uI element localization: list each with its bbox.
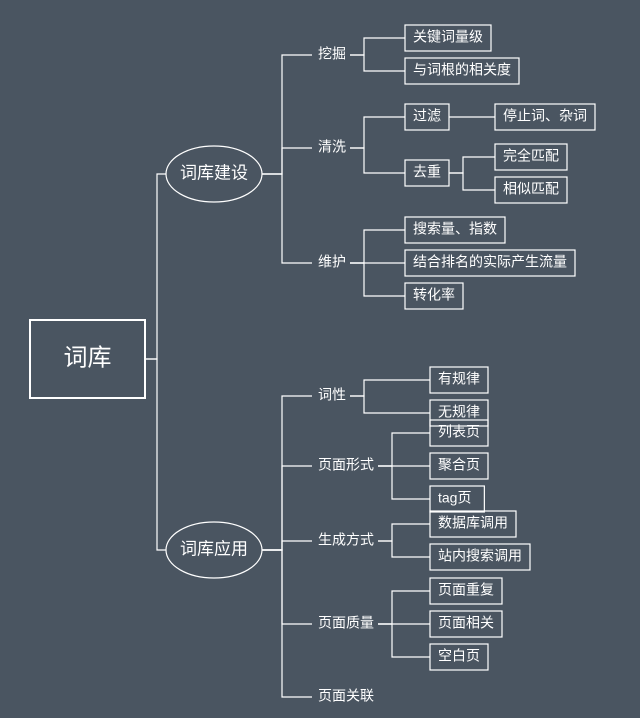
connector [262,174,312,263]
connector [378,524,430,541]
connector [449,173,495,190]
node-label: 完全匹配 [503,148,559,164]
node-label: 页面重复 [438,582,494,598]
node-label: 停止词、杂词 [503,108,587,124]
node-label: 聚合页 [438,457,480,473]
connector [350,148,405,173]
node-label: 页面相关 [438,615,494,631]
connector [350,117,405,148]
connector [262,396,312,550]
node-label: 有规律 [438,371,480,387]
node-label: 过滤 [413,108,441,124]
mindmap-diagram: 词库 词库建设词库应用 挖掘清洗维护词性页面形式生成方式页面质量页面关联 关键词量级与… [0,0,640,718]
node-label: 转化率 [413,287,455,303]
connector [378,591,430,624]
connector [262,55,312,174]
connector [262,148,312,174]
connector [350,380,430,396]
connector [262,550,312,624]
l3-label: 词性 [318,387,346,403]
node-label: 空白页 [438,648,480,664]
l3-label: 清洗 [318,139,346,155]
connector [262,541,312,550]
connector [350,38,405,55]
connector [449,157,495,173]
node-label: 关键词量级 [413,29,483,45]
connector [350,263,405,296]
node-label: 列表页 [438,424,480,440]
l3-label: 页面形式 [318,457,374,473]
root-label: 词库 [64,344,112,371]
l3-label: 页面质量 [318,615,374,631]
connector [145,359,166,550]
branch-label-apply: 词库应用 [180,539,248,558]
connector [378,541,430,557]
connector [378,466,430,499]
connector [145,174,166,359]
node-label: 去重 [413,164,441,180]
node-label: 数据库调用 [438,515,508,531]
l3-label: 生成方式 [318,532,374,548]
node-label: 结合排名的实际产生流量 [413,254,567,270]
connector [350,396,430,413]
connector [378,624,430,657]
node-label: 与词根的相关度 [413,62,511,78]
connector [350,55,405,71]
l3-label: 维护 [318,254,346,270]
node-label: 相似匹配 [503,181,559,197]
connector [378,433,430,466]
node-label: 站内搜索调用 [438,548,522,564]
node-label: tag页 [438,490,471,506]
l3-label: 页面关联 [318,688,374,704]
connector [350,230,405,263]
connector [262,466,312,550]
node-label: 搜索量、指数 [413,221,497,237]
node-label: 无规律 [438,404,480,420]
l3-label: 挖掘 [318,46,346,62]
branch-label-build: 词库建设 [180,163,248,182]
